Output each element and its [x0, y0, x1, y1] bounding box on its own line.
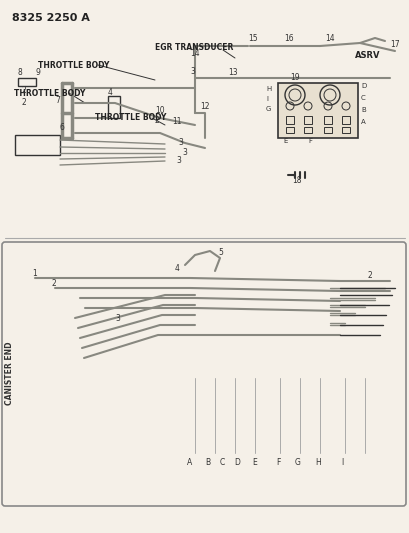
Text: 16: 16 — [283, 34, 293, 43]
Text: I: I — [265, 96, 267, 102]
Text: 1: 1 — [32, 269, 37, 278]
Text: 8325 2250 A: 8325 2250 A — [12, 13, 90, 23]
Text: A: A — [187, 458, 192, 467]
Text: 2: 2 — [22, 98, 27, 107]
Text: 2: 2 — [367, 271, 372, 280]
Text: 8: 8 — [18, 68, 22, 77]
Text: ASRV: ASRV — [354, 51, 380, 60]
Text: E: E — [282, 138, 287, 144]
Text: C: C — [360, 95, 365, 101]
Text: E: E — [252, 458, 257, 467]
Text: 2: 2 — [52, 279, 56, 288]
Text: 3: 3 — [115, 314, 119, 323]
Text: 14: 14 — [324, 34, 334, 43]
Text: I: I — [340, 458, 342, 467]
Text: H: H — [265, 86, 271, 92]
Text: THROTTLE BODY: THROTTLE BODY — [38, 61, 109, 69]
Bar — [18, 78, 36, 86]
Text: 10: 10 — [155, 106, 164, 115]
Text: 3: 3 — [178, 138, 182, 147]
Bar — [285, 116, 293, 124]
Text: C: C — [219, 458, 224, 467]
Text: A: A — [360, 119, 365, 125]
Text: 6: 6 — [60, 123, 65, 132]
Text: 7: 7 — [55, 96, 60, 105]
Bar — [341, 116, 349, 124]
Text: 13: 13 — [227, 68, 237, 77]
Text: 12: 12 — [200, 102, 209, 111]
Bar — [303, 116, 311, 124]
Text: THROTTLE BODY: THROTTLE BODY — [95, 114, 166, 123]
Text: 11: 11 — [172, 117, 181, 126]
Text: 14: 14 — [189, 49, 199, 58]
Text: H: H — [315, 458, 320, 467]
Text: 4: 4 — [175, 264, 180, 273]
Bar — [277, 83, 357, 138]
Text: D: D — [234, 458, 239, 467]
Text: CANISTER END: CANISTER END — [5, 341, 14, 405]
Text: F: F — [307, 138, 311, 144]
Text: 19: 19 — [289, 73, 299, 82]
Text: 17: 17 — [389, 40, 399, 49]
Text: 2: 2 — [155, 116, 160, 125]
Bar — [15, 135, 60, 155]
Bar — [285, 127, 293, 133]
Text: G: G — [294, 458, 300, 467]
Text: G: G — [265, 106, 271, 112]
Text: 2: 2 — [22, 86, 27, 95]
Bar — [341, 127, 349, 133]
Text: THROTTLE BODY: THROTTLE BODY — [14, 88, 85, 98]
Text: 3: 3 — [175, 156, 180, 165]
Text: F: F — [275, 458, 279, 467]
Text: 3: 3 — [182, 148, 187, 157]
Text: 4: 4 — [108, 88, 112, 97]
Text: 3: 3 — [189, 67, 194, 76]
Text: EGR TRANSDUCER: EGR TRANSDUCER — [155, 44, 233, 52]
Text: B: B — [205, 458, 210, 467]
Bar — [323, 116, 331, 124]
Text: B: B — [360, 107, 365, 113]
Text: D: D — [360, 83, 365, 89]
Text: 15: 15 — [247, 34, 257, 43]
Text: 18: 18 — [291, 176, 301, 185]
Bar — [303, 127, 311, 133]
Text: 9: 9 — [36, 68, 41, 77]
Bar — [323, 127, 331, 133]
Bar — [108, 96, 120, 118]
Text: 5: 5 — [218, 248, 222, 257]
